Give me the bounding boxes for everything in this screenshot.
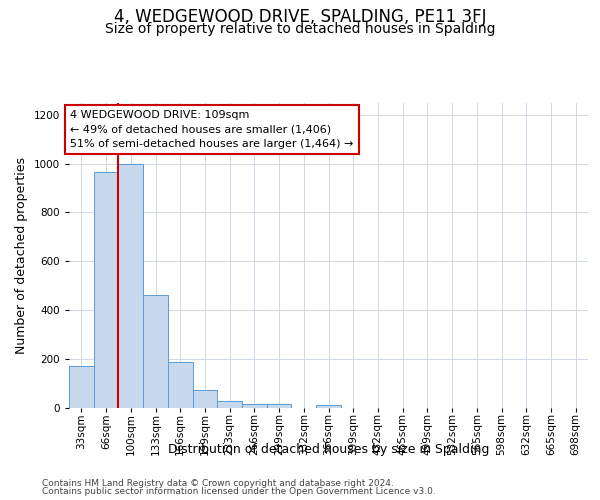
Bar <box>143 296 168 408</box>
Text: Contains public sector information licensed under the Open Government Licence v3: Contains public sector information licen… <box>42 488 436 496</box>
Text: 4, WEDGEWOOD DRIVE, SPALDING, PE11 3FJ: 4, WEDGEWOOD DRIVE, SPALDING, PE11 3FJ <box>114 8 486 26</box>
Text: Size of property relative to detached houses in Spalding: Size of property relative to detached ho… <box>105 22 495 36</box>
Bar <box>69 366 94 408</box>
Bar <box>168 362 193 408</box>
Text: Contains HM Land Registry data © Crown copyright and database right 2024.: Contains HM Land Registry data © Crown c… <box>42 479 394 488</box>
Bar <box>267 404 292 407</box>
Text: 4 WEDGEWOOD DRIVE: 109sqm
← 49% of detached houses are smaller (1,406)
51% of se: 4 WEDGEWOOD DRIVE: 109sqm ← 49% of detac… <box>70 110 353 150</box>
Text: Distribution of detached houses by size in Spalding: Distribution of detached houses by size … <box>168 444 490 456</box>
Bar <box>193 390 217 407</box>
Bar <box>118 164 143 408</box>
Bar <box>242 404 267 407</box>
Bar <box>94 172 118 408</box>
Bar <box>316 405 341 407</box>
Bar <box>217 402 242 407</box>
Y-axis label: Number of detached properties: Number of detached properties <box>15 156 28 354</box>
